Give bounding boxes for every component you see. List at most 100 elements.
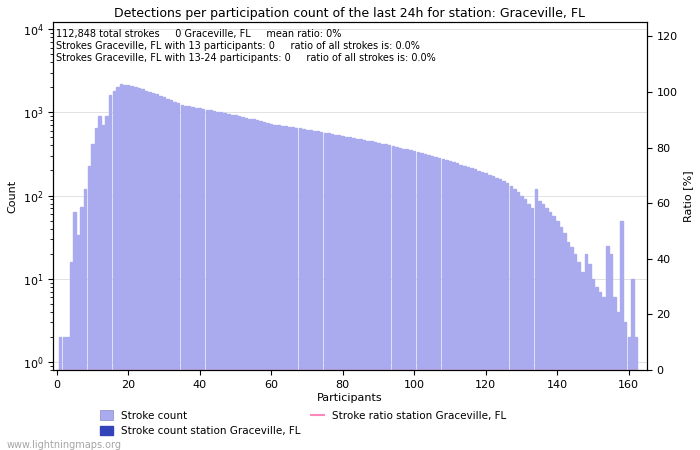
Bar [363, 140, 365, 450]
Bar [130, 86, 133, 450]
Bar [127, 86, 130, 450]
Bar [209, 110, 211, 450]
Bar [88, 166, 90, 450]
Bar [384, 144, 387, 450]
Bar [377, 143, 379, 450]
Bar [323, 133, 326, 450]
Bar [531, 208, 533, 450]
Bar [120, 84, 122, 450]
Bar [109, 95, 111, 450]
Bar [481, 172, 484, 450]
Bar [542, 204, 544, 450]
Bar [538, 201, 540, 450]
Bar [459, 165, 462, 450]
Bar [102, 125, 104, 450]
Bar [195, 108, 197, 450]
Bar [463, 166, 466, 450]
Bar [256, 121, 258, 450]
Bar [259, 122, 262, 450]
Bar [503, 181, 505, 450]
Text: www.lightningmaps.org: www.lightningmaps.org [7, 440, 122, 450]
Bar [595, 287, 598, 450]
Bar [295, 128, 298, 450]
Bar [174, 102, 176, 450]
Bar [603, 297, 605, 450]
Bar [592, 279, 594, 450]
Bar [545, 208, 548, 450]
Bar [277, 125, 279, 450]
Bar [281, 126, 283, 450]
Bar [370, 141, 372, 450]
Bar [284, 126, 287, 450]
Bar [170, 100, 172, 450]
Bar [477, 171, 480, 450]
Bar [416, 152, 419, 450]
Bar [262, 122, 265, 450]
Bar [356, 139, 358, 450]
Bar [77, 234, 79, 450]
Bar [635, 337, 637, 450]
Bar [313, 131, 315, 450]
Bar [581, 272, 584, 450]
Bar [338, 135, 340, 450]
Bar [584, 254, 587, 450]
Bar [484, 173, 487, 450]
Bar [62, 337, 65, 450]
Y-axis label: Count: Count [7, 180, 17, 213]
Bar [556, 221, 559, 450]
Bar [330, 134, 333, 450]
X-axis label: Participants: Participants [317, 392, 383, 403]
Bar [402, 148, 405, 450]
Bar [345, 137, 347, 450]
Bar [94, 128, 97, 450]
Bar [288, 127, 290, 450]
Bar [430, 156, 433, 450]
Bar [374, 142, 376, 450]
Bar [517, 192, 519, 450]
Bar [367, 140, 369, 450]
Bar [438, 158, 440, 450]
Bar [152, 93, 155, 450]
Bar [359, 139, 362, 450]
Bar [549, 212, 552, 450]
Bar [527, 203, 530, 450]
Y-axis label: Ratio [%]: Ratio [%] [683, 171, 693, 222]
Bar [238, 116, 240, 450]
Bar [191, 107, 194, 450]
Bar [381, 144, 384, 450]
Bar [181, 105, 183, 450]
Bar [70, 262, 72, 450]
Bar [202, 109, 204, 450]
Bar [352, 138, 355, 450]
Bar [134, 87, 136, 450]
Bar [574, 254, 576, 450]
Bar [106, 116, 108, 450]
Bar [510, 186, 512, 450]
Bar [302, 129, 304, 450]
Bar [91, 144, 94, 450]
Bar [406, 149, 408, 450]
Bar [159, 96, 162, 450]
Bar [442, 159, 444, 450]
Bar [335, 135, 337, 450]
Bar [213, 111, 215, 450]
Bar [627, 337, 630, 450]
Bar [223, 113, 226, 450]
Bar [245, 118, 247, 450]
Bar [349, 137, 351, 450]
Bar [513, 189, 516, 450]
Bar [620, 220, 623, 450]
Title: Detections per participation count of the last 24h for station: Graceville, FL: Detections per participation count of th… [114, 7, 585, 20]
Bar [298, 128, 301, 450]
Bar [495, 178, 498, 450]
Bar [470, 168, 473, 450]
Bar [141, 90, 144, 450]
Bar [66, 337, 69, 450]
Bar [578, 262, 580, 450]
Bar [274, 125, 276, 450]
Bar [488, 175, 491, 450]
Bar [320, 132, 323, 450]
Bar [220, 112, 223, 450]
Bar [413, 151, 416, 450]
Bar [567, 242, 569, 450]
